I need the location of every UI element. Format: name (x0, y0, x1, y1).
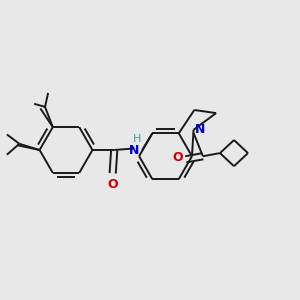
Text: N: N (129, 143, 140, 157)
Text: O: O (107, 178, 118, 191)
Text: N: N (195, 123, 206, 136)
Text: H: H (134, 134, 142, 144)
Text: O: O (173, 151, 183, 164)
